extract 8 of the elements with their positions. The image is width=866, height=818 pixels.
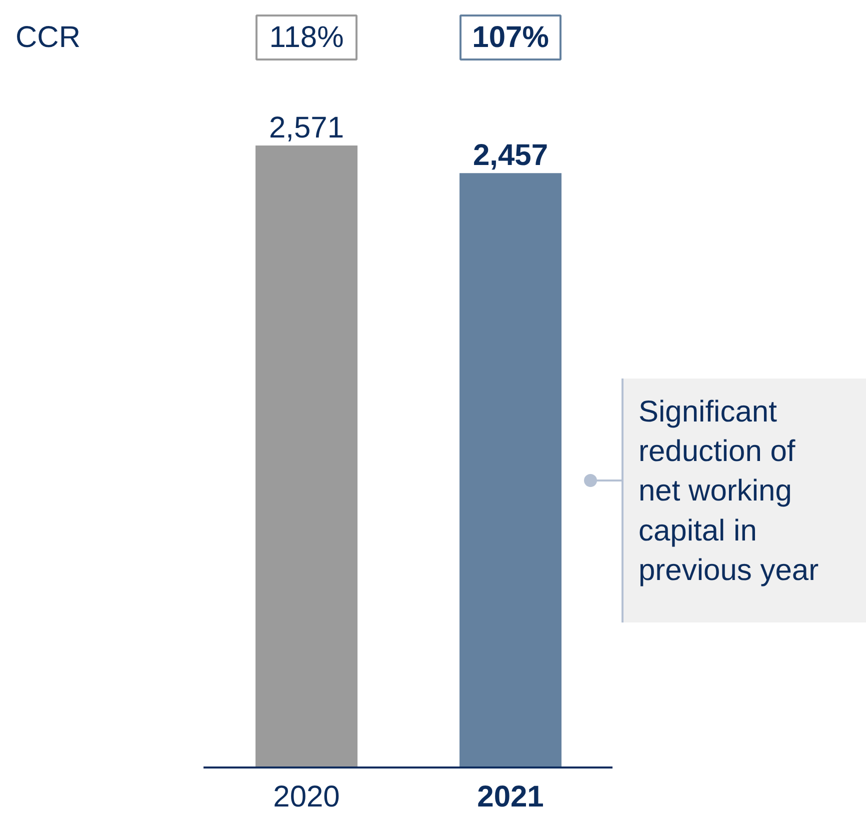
text: 107% [472,21,549,54]
data-label: 2,457 [472,139,548,172]
x-tick-label: 2020 [273,780,340,814]
text: CCR [16,21,80,54]
text: 118% [269,21,344,54]
x-tick-label: 2021 [477,780,544,814]
text: Significant reduction of net working capital in previous year [638,396,819,587]
data-label: 2,571 [268,112,344,144]
